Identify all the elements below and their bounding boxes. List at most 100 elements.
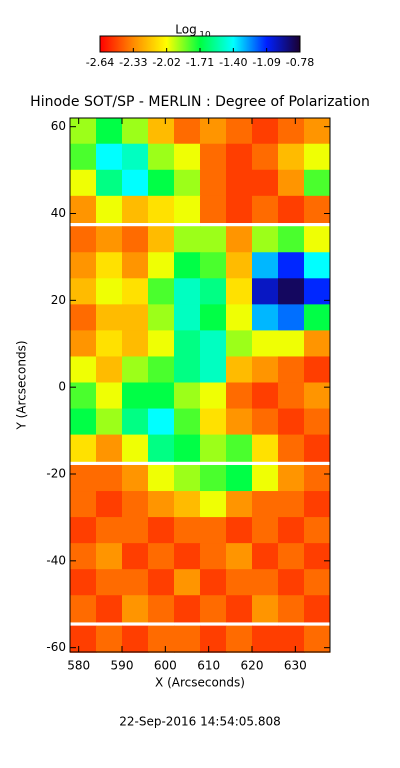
heatmap-cell [174,569,201,597]
heatmap-cell [226,464,253,493]
heatmap-cell [304,625,331,653]
heatmap-cell [96,569,123,597]
heatmap-cell [122,117,149,145]
heatmap-cell [252,595,279,623]
heatmap-cell [96,143,123,171]
heatmap-cell [122,595,149,623]
heatmap-cell [122,169,149,197]
heatmap-cell [174,252,201,280]
colorbar-tick-label: -1.71 [186,56,214,69]
heatmap-cell [200,195,227,224]
heatmap-cell [226,517,253,545]
heatmap-cell [304,434,331,462]
heatmap-cell [70,569,97,597]
heatmap-cell [226,330,253,358]
heatmap-cell [304,143,331,171]
heatmap-cell [122,278,149,306]
heatmap-cell [252,356,279,384]
heatmap-cell [278,330,305,358]
heatmap-cell [226,356,253,384]
x-tick-label: 590 [111,659,134,673]
heatmap-cell [148,464,175,493]
heatmap-cell [226,195,253,224]
heatmap-cell [252,517,279,545]
heatmap-cell [252,226,279,254]
heatmap-cell [96,226,123,254]
heatmap-cell [278,195,305,224]
heatmap-cell [96,408,123,436]
heatmap-cell [174,169,201,197]
x-tick-label: 630 [284,659,307,673]
heatmap-cell [174,304,201,332]
heatmap-cell [304,356,331,384]
heatmap-cell [122,195,149,224]
heatmap-cell [148,117,175,145]
heatmap-cell [96,304,123,332]
heatmap-cell [174,434,201,462]
heatmap-cell [252,569,279,597]
heatmap-cell [148,304,175,332]
heatmap-cell [226,491,253,519]
heatmap-cell [148,543,175,571]
heatmap-cell [96,252,123,280]
heatmap-cell [278,464,305,493]
heatmap-cell [70,595,97,623]
heatmap-cell [252,434,279,462]
heatmap-cell [226,595,253,623]
heatmap-cell [148,382,175,410]
heatmap-cell [70,252,97,280]
heatmap-cell [122,143,149,171]
heatmap-cell [96,625,123,653]
heatmap-cell [278,252,305,280]
heatmap-cell [304,195,331,224]
y-tick-label: -40 [46,553,66,567]
heatmap-cell [226,252,253,280]
colorbar-label: Log [175,23,196,37]
heatmap-cell [252,330,279,358]
heatmap-cell [200,408,227,436]
y-tick-label: 20 [51,293,66,307]
heatmap-cell [200,517,227,545]
heatmap-cell [304,382,331,410]
heatmap-cell [304,408,331,436]
heatmap-cell [200,330,227,358]
heatmap-cell [252,382,279,410]
heatmap-cell [122,382,149,410]
colorbar-tick-label: -0.78 [286,56,314,69]
heatmap-cell [70,464,97,493]
heatmap-cell [70,226,97,254]
heatmap-cell [174,464,201,493]
x-tick-label: 620 [241,659,264,673]
y-axis-label: Y (Arcseconds) [15,340,29,430]
heatmap-cell [174,517,201,545]
heatmap-cell [96,434,123,462]
heatmap-cell [252,304,279,332]
heatmap-cell [252,143,279,171]
heatmap-cell [148,595,175,623]
heatmap-cell [174,356,201,384]
heatmap-cell [96,464,123,493]
heatmap-cell [96,117,123,145]
heatmap-cell [226,625,253,653]
heatmap-cell [148,226,175,254]
heatmap-cell [148,434,175,462]
heatmap-cell [96,595,123,623]
heatmap-cell [304,517,331,545]
heatmap-cell [122,252,149,280]
heatmap-cell [226,143,253,171]
heatmap-cell [200,625,227,653]
heatmap-cell [70,434,97,462]
heatmap-cell [122,226,149,254]
heatmap-cell [174,543,201,571]
heatmap-cell [252,625,279,653]
heatmap-cell [148,517,175,545]
heatmap-cell [174,382,201,410]
heatmap-cell [226,304,253,332]
heatmap-cell [304,304,331,332]
heatmap-cell [96,278,123,306]
heatmap-cell [304,252,331,280]
heatmap-cell [252,117,279,145]
y-tick-label: 0 [58,380,66,394]
y-tick-label: 60 [51,119,66,133]
heatmap-cell [70,356,97,384]
